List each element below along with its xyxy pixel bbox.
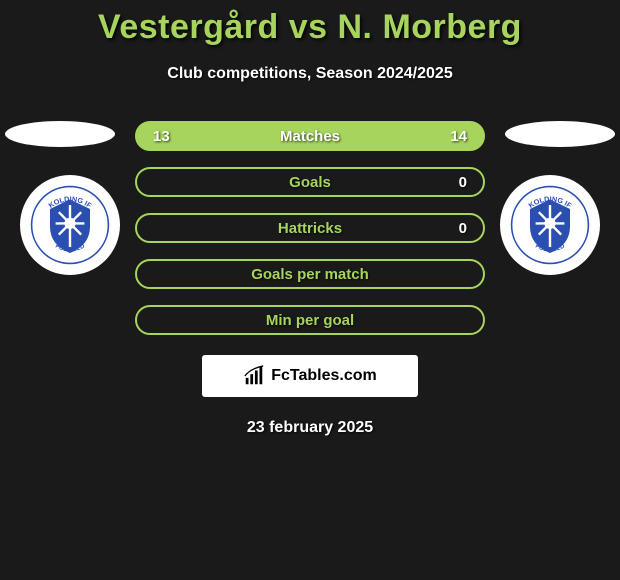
shield-icon: KOLDING IF FODBOLD xyxy=(510,185,590,265)
stat-label: Hattricks xyxy=(278,220,342,237)
stat-label: Goals xyxy=(289,174,331,191)
player-left-ellipse xyxy=(5,121,115,147)
stat-label: Min per goal xyxy=(266,312,354,329)
player-right-ellipse xyxy=(505,121,615,147)
subtitle: Club competitions, Season 2024/2025 xyxy=(0,65,620,83)
title: Vestergård vs N. Morberg xyxy=(0,8,620,47)
stats-list: 13 Matches 14 Goals 0 Hattricks 0 Goals per mat… xyxy=(135,121,485,335)
stat-row: Min per goal xyxy=(135,305,485,335)
shield-icon: KOLDING IF FODBOLD xyxy=(30,185,110,265)
stat-value-right: 0 xyxy=(459,174,467,191)
stat-row: Goals per match xyxy=(135,259,485,289)
club-badge-left: KOLDING IF FODBOLD xyxy=(20,175,120,275)
content-area: KOLDING IF FODBOLD KOLDING IF xyxy=(0,121,620,437)
stat-label: Goals per match xyxy=(251,266,369,283)
stat-label: Matches xyxy=(280,128,340,145)
stat-value-right: 0 xyxy=(459,220,467,237)
chart-icon xyxy=(243,365,265,387)
stat-row: Hattricks 0 xyxy=(135,213,485,243)
club-badge-right: KOLDING IF FODBOLD xyxy=(500,175,600,275)
stat-row: 13 Matches 14 xyxy=(135,121,485,151)
stat-row: Goals 0 xyxy=(135,167,485,197)
date-text: 23 february 2025 xyxy=(0,419,620,437)
comparison-card: Vestergård vs N. Morberg Club competitio… xyxy=(0,0,620,437)
fctables-watermark: FcTables.com xyxy=(202,355,418,397)
stat-value-right: 14 xyxy=(450,128,467,145)
fctables-text: FcTables.com xyxy=(271,367,377,385)
stat-value-left: 13 xyxy=(153,128,170,145)
